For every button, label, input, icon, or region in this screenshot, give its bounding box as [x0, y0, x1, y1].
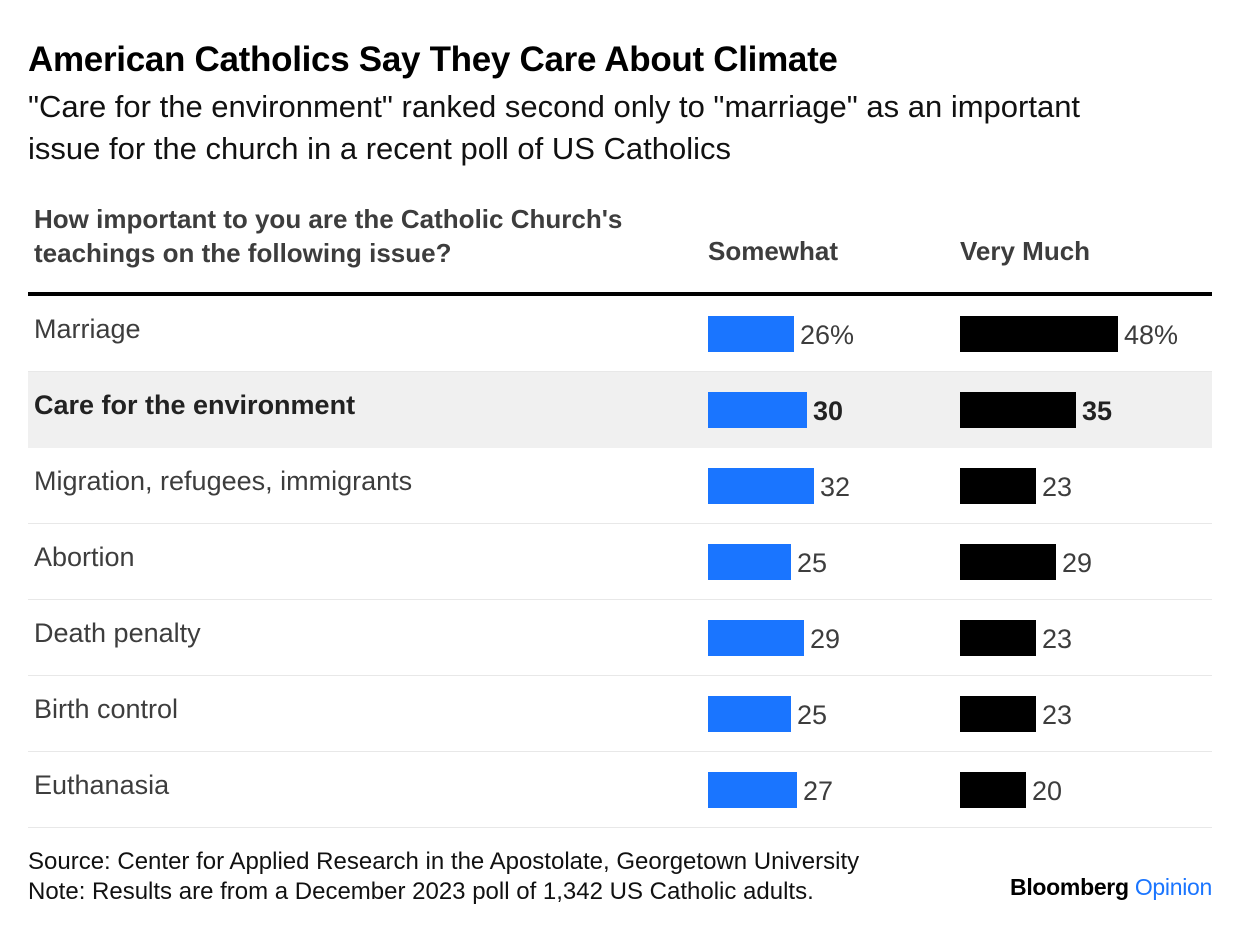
row-label: Migration, refugees, immigrants	[34, 466, 413, 496]
brand-opinion: Opinion	[1134, 874, 1212, 900]
very-much-bar	[960, 696, 1036, 732]
very-much-value-label: 23	[1042, 624, 1073, 654]
table-row: Euthanasia 27 20	[28, 752, 1212, 828]
somewhat-bar	[708, 620, 804, 656]
chart-title: American Catholics Say They Care About C…	[28, 40, 838, 79]
brand-logo: Bloomberg Opinion	[1010, 874, 1212, 901]
somewhat-value-label: 27	[803, 776, 834, 806]
row-label: Care for the environment	[34, 390, 356, 420]
very-much-bar	[960, 468, 1036, 504]
footer: Source: Center for Applied Research in t…	[28, 847, 859, 907]
somewhat-value-label: 30	[813, 396, 844, 426]
somewhat-value-label: 26%	[800, 320, 855, 350]
somewhat-bar	[708, 772, 797, 808]
very-much-value-label: 20	[1032, 776, 1063, 806]
somewhat-bar	[708, 468, 814, 504]
very-much-value-label: 29	[1062, 548, 1093, 578]
somewhat-value-label: 29	[810, 624, 841, 654]
somewhat-value-label: 25	[797, 548, 828, 578]
somewhat-value-label: 25	[797, 700, 828, 730]
very-much-value-label: 35	[1082, 396, 1113, 426]
very-much-value-label: 23	[1042, 700, 1073, 730]
poll-note: Note: Results are from a December 2023 p…	[28, 878, 814, 905]
somewhat-column-header: Somewhat	[708, 236, 839, 266]
somewhat-bar	[708, 696, 791, 732]
row-label: Marriage	[34, 314, 141, 344]
table-row: Birth control 25 23	[28, 676, 1212, 752]
very-much-value-label: 23	[1042, 472, 1073, 502]
table-row: Migration, refugees, immigrants 32 23	[28, 448, 1212, 524]
very-much-bar	[960, 316, 1118, 352]
row-label: Abortion	[34, 542, 135, 572]
somewhat-value-label: 32	[820, 472, 851, 502]
table-row: Care for the environment 30 35	[28, 372, 1212, 448]
row-label: Birth control	[34, 694, 179, 724]
source-note: Source: Center for Applied Research in t…	[28, 848, 860, 875]
header-rule	[28, 292, 1212, 296]
chart-subtitle: "Care for the environment" ranked second…	[28, 89, 1081, 166]
table-row: Marriage 26% 48%	[28, 296, 1212, 372]
somewhat-bar	[708, 544, 791, 580]
row-label: Euthanasia	[34, 770, 170, 800]
very-much-column-header: Very Much	[960, 236, 1091, 266]
very-much-bar	[960, 620, 1036, 656]
very-much-bar	[960, 392, 1076, 428]
table-row: Abortion 25 29	[28, 524, 1212, 600]
somewhat-bar	[708, 316, 794, 352]
row-label: Death penalty	[34, 618, 201, 648]
chart-rows: Marriage 26% 48% Care for the environment 30…	[28, 296, 1212, 828]
question-column-header: How important to you are the Catholic Ch…	[34, 204, 623, 268]
very-much-bar	[960, 772, 1026, 808]
table-row: Death penalty 29 23	[28, 600, 1212, 676]
very-much-bar	[960, 544, 1056, 580]
very-much-value-label: 48%	[1124, 320, 1179, 350]
brand-bloomberg: Bloomberg	[1010, 874, 1129, 900]
somewhat-bar	[708, 392, 807, 428]
